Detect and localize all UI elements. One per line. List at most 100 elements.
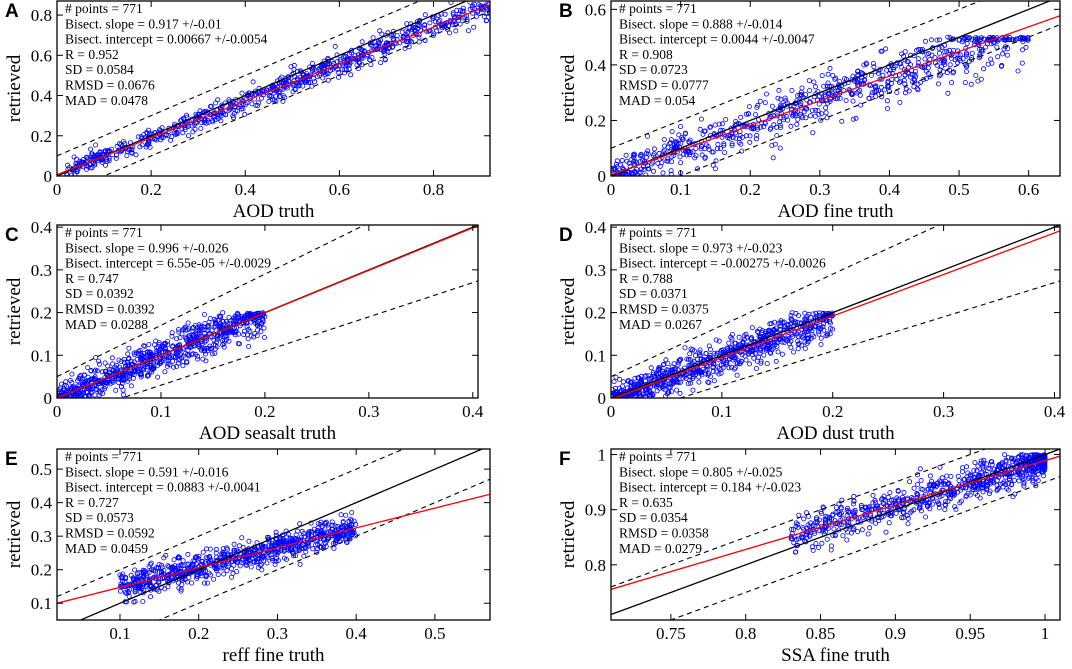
data-point [930,45,936,51]
data-point [962,35,968,41]
data-point [753,365,759,371]
data-point [711,378,717,384]
data-point [964,464,970,470]
x-tick-label: 0.4 [1044,402,1066,421]
data-point [255,565,261,571]
data-point [990,478,996,484]
data-point [905,513,911,519]
data-point [679,135,685,141]
data-point [120,392,126,398]
data-point [948,473,954,479]
data-point [146,341,152,347]
data-point [924,502,930,508]
data-point [645,166,651,172]
data-point [301,553,307,559]
stat-line: Bisect. slope = 0.805 +/-0.025 [619,464,783,479]
data-point [119,380,125,386]
data-point [88,146,94,152]
data-point [721,141,727,147]
data-point [611,379,617,385]
y-tick-label: 0.5 [31,460,52,479]
x-tick-label: 0.1 [711,402,732,421]
data-point [343,512,349,518]
data-point [294,548,300,554]
data-point [790,527,796,533]
data-point [151,568,157,574]
data-point [628,394,634,398]
axes-frame [56,224,479,399]
data-point [968,81,974,87]
data-point [273,558,279,564]
data-point [977,495,983,501]
data-point [772,319,778,325]
bisector-fit-line [612,230,1060,398]
data-point [658,380,664,386]
data-point [942,507,948,513]
data-point [342,53,348,59]
data-point [275,550,281,556]
data-point [729,331,735,337]
data-point [185,551,191,557]
data-point [668,168,674,174]
data-point [949,56,955,62]
data-point [657,385,663,391]
data-point [967,35,973,41]
stat-line: R = 0.727 [65,495,119,510]
data-point [789,88,795,94]
data-point [650,369,656,375]
data-point [802,310,808,316]
data-point [178,588,184,594]
data-point [232,329,238,335]
data-point [153,574,159,580]
data-point [1036,468,1042,474]
data-point [953,506,959,512]
data-point [324,62,330,68]
data-point [290,551,296,557]
data-point [736,334,742,340]
upper-band-line [611,449,987,588]
data-point [814,519,820,525]
data-point [332,541,338,547]
data-point [92,383,98,389]
data-point [687,377,693,383]
x-tick-label: 0.4 [462,402,484,421]
data-point [813,541,819,547]
data-point [349,50,355,56]
data-point [944,473,950,479]
data-point [678,124,684,130]
data-point [318,519,324,525]
data-point [80,156,86,162]
data-point [221,340,227,346]
data-point [613,374,619,380]
data-point [799,113,805,119]
data-point [697,352,703,358]
data-point [789,536,795,542]
data-point [802,327,808,333]
data-point [917,503,923,509]
y-tick-label: 0.6 [585,0,606,19]
data-point [715,364,721,370]
data-point [871,64,877,70]
identity-line [611,1,1052,176]
data-point [777,119,783,125]
data-point [768,320,774,326]
data-point [795,338,801,344]
data-point [72,391,78,397]
data-point [145,127,151,133]
data-point [273,529,279,535]
data-point [389,45,395,51]
data-point [367,57,373,63]
data-point [89,151,95,157]
data-point [155,565,161,571]
data-point [792,549,798,555]
data-point [349,532,355,538]
data-point [147,594,153,600]
data-point [105,363,111,369]
stat-line: MAD = 0.0279 [619,541,702,556]
data-point [943,502,949,508]
data-point [359,39,365,45]
data-point [250,79,256,85]
